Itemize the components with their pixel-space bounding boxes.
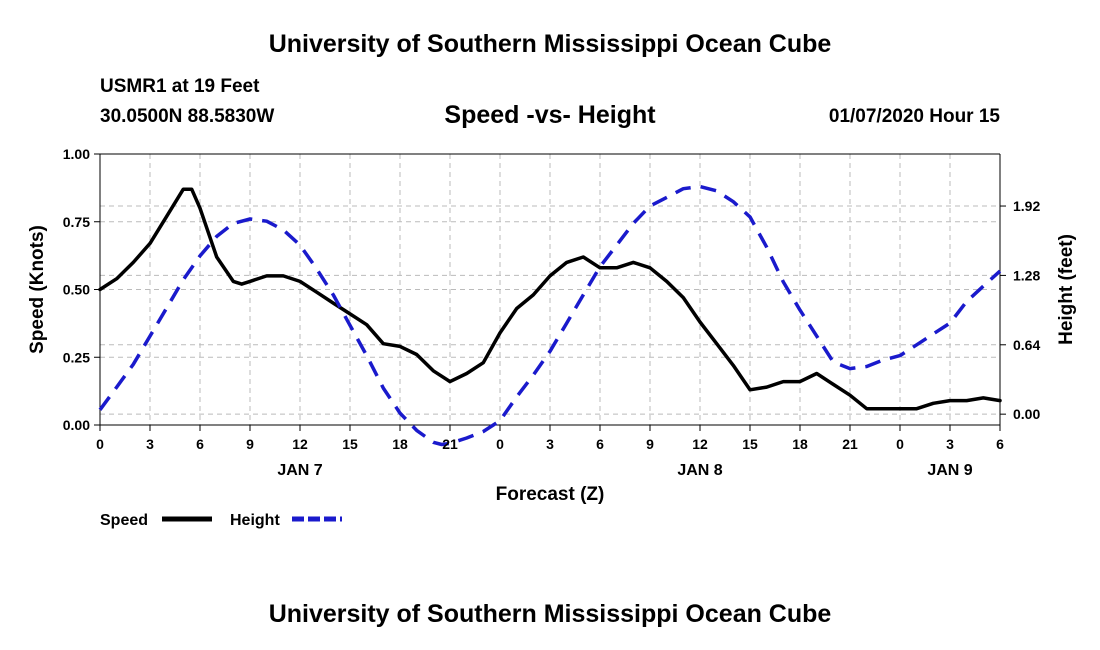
day-label: JAN 9 [927,462,972,479]
y-tick-label: 0.25 [63,349,90,365]
y2-tick-label: 0.64 [1013,337,1040,353]
y2-tick-label: 1.92 [1013,198,1040,214]
x-axis-title: Forecast (Z) [496,484,605,505]
x-tick-label: 0 [896,436,904,452]
x-tick-label: 6 [996,436,1004,452]
bottom-title: University of Southern Mississippi Ocean… [268,600,832,628]
day-label: JAN 8 [677,462,722,479]
chart-title: Speed -vs- Height [444,101,656,129]
y-axis-title: Speed (Knots) [27,225,48,354]
x-tick-label: 0 [96,436,104,452]
x-tick-label: 6 [196,436,204,452]
x-tick-label: 9 [646,436,654,452]
x-tick-label: 6 [596,436,604,452]
legend-label: Speed [100,512,148,529]
grid [100,154,1000,425]
x-tick-label: 12 [292,436,308,452]
y-tick-label: 0.75 [63,214,90,230]
y2-axis-title: Height (feet) [1056,234,1077,345]
x-tick-label: 12 [692,436,708,452]
forecast-date-label: 01/07/2020 Hour 15 [828,106,1000,127]
y-tick-label: 1.00 [63,146,90,162]
coordinates-label: 30.0500N 88.5830W [100,106,275,127]
axes [94,153,1006,431]
x-tick-label: 21 [442,436,458,452]
series-line-height [98,184,1002,447]
day-label: JAN 7 [277,462,322,479]
x-tick-label: 15 [742,436,758,452]
y2-tick-label: 1.28 [1013,267,1040,283]
x-tick-label: 9 [246,436,254,452]
series [98,184,1002,447]
x-tick-label: 18 [792,436,808,452]
x-tick-label: 3 [946,436,954,452]
x-tick-label: 18 [392,436,408,452]
axis-labels: 0 3 6 9 12 15 18 21 0 3 6 9 12 15 18 21 0 3 6 JAN 7 JAN 8 JAN… [27,146,1077,505]
y-tick-label: 0.00 [63,417,90,433]
x-tick-label: 3 [546,436,554,452]
x-tick-label: 15 [342,436,358,452]
x-tick-label: 21 [842,436,858,452]
top-title: University of Southern Mississippi Ocean… [268,30,832,58]
legend-label: Height [230,512,280,529]
station-label: USMR1 at 19 Feet [100,76,260,97]
series-line-speed [98,187,1002,411]
x-tick-label: 0 [496,436,504,452]
legend: Speed Height [100,512,342,529]
y-tick-label: 0.50 [63,282,90,298]
x-tick-label: 3 [146,436,154,452]
y2-tick-label: 0.00 [1013,406,1040,422]
